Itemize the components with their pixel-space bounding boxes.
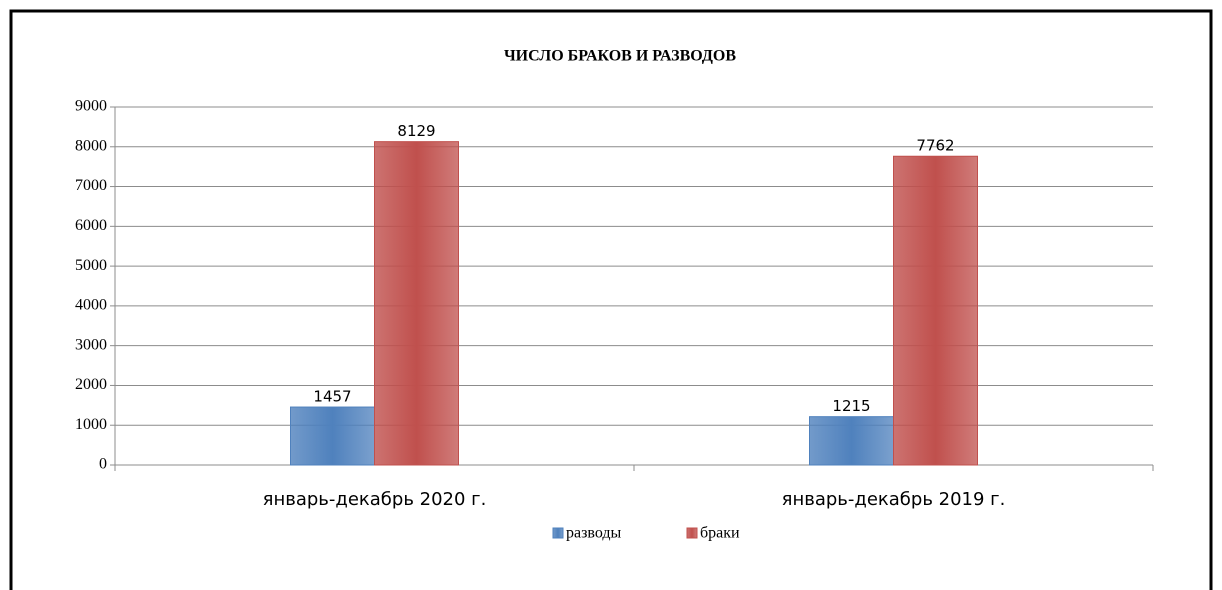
- y-tick-label: 6000: [75, 217, 107, 234]
- y-tick-label: 2000: [75, 376, 107, 393]
- bar: [290, 406, 375, 466]
- data-label: 7762: [916, 137, 954, 155]
- bar: [809, 416, 894, 466]
- x-tick-label: январь-декабрь 2020 г.: [263, 489, 487, 510]
- chart-frame: [9, 9, 1213, 590]
- data-label: 1215: [832, 397, 870, 415]
- y-tick-label: 0: [99, 456, 107, 473]
- y-tick-label: 5000: [75, 257, 107, 274]
- chart-title: ЧИСЛО БРАКОВ И РАЗВОДОВ: [504, 48, 736, 65]
- data-label: 8129: [397, 122, 435, 140]
- legend-label: браки: [700, 525, 740, 542]
- data-label: 1457: [313, 388, 351, 406]
- y-tick-label: 4000: [75, 297, 107, 314]
- legend-label: разводы: [566, 525, 622, 542]
- legend-swatch: [686, 527, 698, 539]
- x-tick-label: январь-декабрь 2019 г.: [782, 489, 1006, 510]
- y-tick-label: 3000: [75, 336, 107, 353]
- legend-swatch: [552, 527, 564, 539]
- y-tick-label: 9000: [75, 98, 107, 115]
- bar: [374, 141, 459, 466]
- y-tick-label: 1000: [75, 416, 107, 433]
- y-tick-label: 7000: [75, 177, 107, 194]
- bar: [893, 155, 978, 466]
- y-tick-label: 8000: [75, 137, 107, 154]
